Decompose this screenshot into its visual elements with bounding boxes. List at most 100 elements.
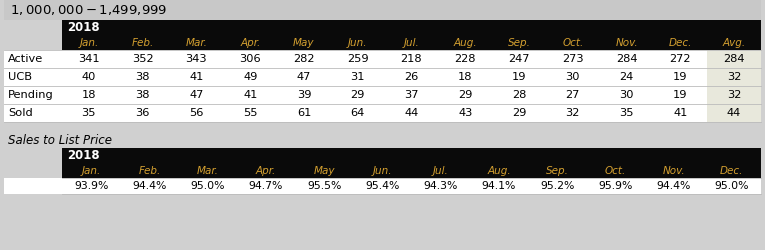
- Bar: [707, 104, 761, 122]
- Text: Oct.: Oct.: [605, 166, 626, 175]
- Text: Jun.: Jun.: [348, 38, 367, 48]
- Text: 247: 247: [508, 54, 530, 64]
- Text: 35: 35: [620, 108, 634, 118]
- Text: 273: 273: [562, 54, 584, 64]
- Text: 352: 352: [132, 54, 154, 64]
- Bar: [707, 50, 761, 68]
- Text: Pending: Pending: [8, 90, 54, 100]
- Text: 94.4%: 94.4%: [132, 181, 167, 191]
- Text: 29: 29: [350, 90, 365, 100]
- Text: Apr.: Apr.: [256, 166, 276, 175]
- Text: 27: 27: [565, 90, 580, 100]
- Text: 218: 218: [401, 54, 422, 64]
- Text: Dec.: Dec.: [669, 38, 692, 48]
- Bar: [62, 20, 761, 35]
- Text: 35: 35: [82, 108, 96, 118]
- Text: 343: 343: [186, 54, 207, 64]
- Bar: [4, 104, 761, 122]
- Text: 41: 41: [243, 90, 257, 100]
- Text: $1,000,000 - $1,499,999: $1,000,000 - $1,499,999: [10, 3, 168, 17]
- Bar: [4, 178, 761, 194]
- Text: 2018: 2018: [67, 21, 99, 34]
- Text: Active: Active: [8, 54, 44, 64]
- Text: Aug.: Aug.: [454, 38, 477, 48]
- Text: 94.3%: 94.3%: [424, 181, 457, 191]
- Text: 19: 19: [673, 90, 688, 100]
- Text: 18: 18: [458, 72, 473, 82]
- Text: 29: 29: [458, 90, 473, 100]
- Text: 284: 284: [616, 54, 637, 64]
- Text: 95.2%: 95.2%: [540, 181, 575, 191]
- Text: 61: 61: [297, 108, 311, 118]
- Text: May: May: [293, 38, 314, 48]
- Text: 28: 28: [512, 90, 526, 100]
- Text: 40: 40: [82, 72, 96, 82]
- Text: 259: 259: [347, 54, 369, 64]
- Text: 44: 44: [405, 108, 418, 118]
- Text: 38: 38: [135, 90, 150, 100]
- Text: 306: 306: [239, 54, 261, 64]
- Text: Avg.: Avg.: [723, 38, 746, 48]
- Text: 30: 30: [565, 72, 580, 82]
- Text: Sales to List Price: Sales to List Price: [8, 134, 112, 146]
- Text: Sep.: Sep.: [545, 166, 568, 175]
- Text: 55: 55: [243, 108, 258, 118]
- Text: 95.5%: 95.5%: [307, 181, 341, 191]
- Text: Jun.: Jun.: [373, 166, 392, 175]
- Text: 341: 341: [78, 54, 99, 64]
- Text: 43: 43: [458, 108, 473, 118]
- Text: 29: 29: [512, 108, 526, 118]
- Text: UCB: UCB: [8, 72, 32, 82]
- Text: 32: 32: [727, 90, 741, 100]
- Bar: [62, 148, 761, 163]
- Bar: [707, 86, 761, 104]
- Text: 18: 18: [82, 90, 96, 100]
- Text: 95.0%: 95.0%: [715, 181, 749, 191]
- Bar: [4, 0, 761, 20]
- Text: 228: 228: [454, 54, 476, 64]
- Text: Oct.: Oct.: [562, 38, 584, 48]
- Text: 37: 37: [404, 90, 418, 100]
- Text: 38: 38: [135, 72, 150, 82]
- Text: 95.4%: 95.4%: [365, 181, 399, 191]
- Text: 32: 32: [565, 108, 580, 118]
- Text: Aug.: Aug.: [487, 166, 511, 175]
- Text: 32: 32: [727, 72, 741, 82]
- Text: Jul.: Jul.: [404, 38, 419, 48]
- Text: 19: 19: [673, 72, 688, 82]
- Text: 47: 47: [297, 72, 311, 82]
- Text: 49: 49: [243, 72, 257, 82]
- Text: 272: 272: [669, 54, 691, 64]
- Bar: [62, 35, 761, 50]
- Bar: [62, 163, 761, 178]
- Text: 41: 41: [189, 72, 203, 82]
- Text: Jul.: Jul.: [433, 166, 448, 175]
- Text: 64: 64: [350, 108, 365, 118]
- Text: Nov.: Nov.: [662, 166, 685, 175]
- Text: 36: 36: [135, 108, 150, 118]
- Text: 44: 44: [727, 108, 741, 118]
- Text: Nov.: Nov.: [615, 38, 638, 48]
- Bar: [4, 50, 761, 68]
- Text: 56: 56: [189, 108, 203, 118]
- Text: Mar.: Mar.: [197, 166, 219, 175]
- Bar: [707, 68, 761, 86]
- Text: 94.1%: 94.1%: [482, 181, 516, 191]
- Text: 39: 39: [297, 90, 311, 100]
- Text: 93.9%: 93.9%: [74, 181, 109, 191]
- Text: 30: 30: [620, 90, 634, 100]
- Text: 26: 26: [405, 72, 418, 82]
- Text: Jan.: Jan.: [80, 38, 99, 48]
- Bar: [4, 86, 761, 104]
- Text: Sep.: Sep.: [508, 38, 530, 48]
- Text: Jan.: Jan.: [82, 166, 101, 175]
- Text: 282: 282: [293, 54, 314, 64]
- Text: 19: 19: [512, 72, 526, 82]
- Text: 94.4%: 94.4%: [656, 181, 691, 191]
- Text: 95.0%: 95.0%: [190, 181, 225, 191]
- Text: Apr.: Apr.: [240, 38, 260, 48]
- Text: 2018: 2018: [67, 149, 99, 162]
- Text: Feb.: Feb.: [138, 166, 161, 175]
- Bar: [4, 68, 761, 86]
- Text: Sold: Sold: [8, 108, 33, 118]
